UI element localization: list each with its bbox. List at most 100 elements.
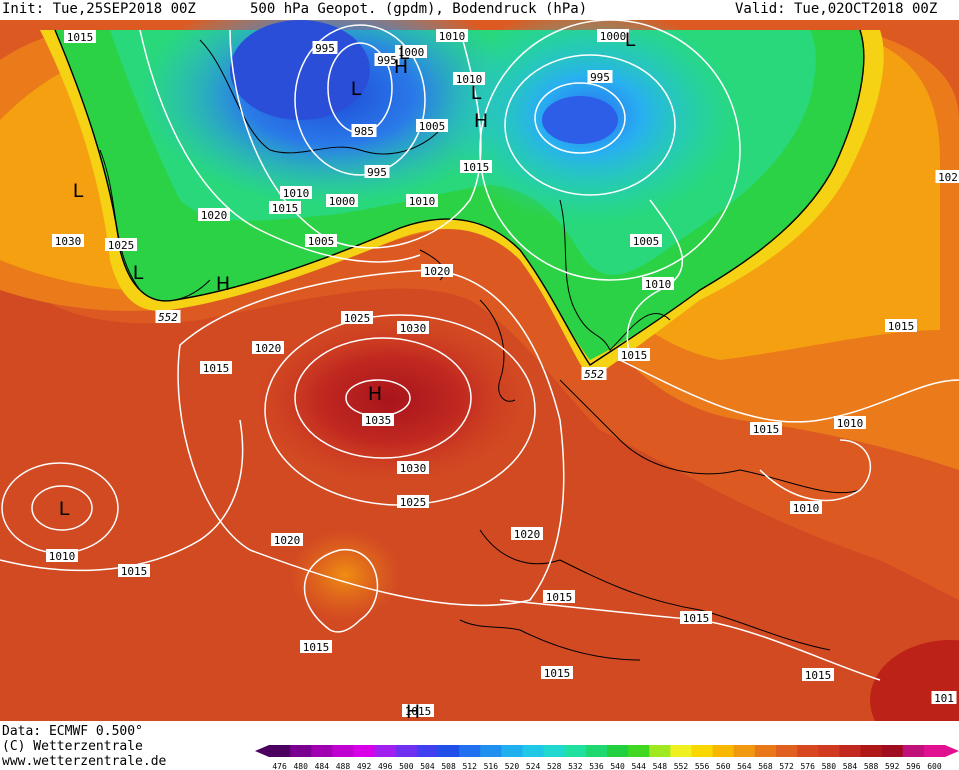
isobar-label-text: 1010 [49,550,76,563]
isobar-label-text: 1015 [121,565,148,578]
isobar-label-text: 1025 [400,496,427,509]
colorbar-tick-label: 560 [716,762,731,770]
low-pressure-marker: L [59,498,70,520]
colorbar-swatch [459,745,481,757]
isobar-label-text: 1025 [108,239,135,252]
isobar-label-text: 102 [938,171,958,184]
colorbar-tick-label: 552 [674,762,689,770]
colorbar-tick-label: 592 [885,762,900,770]
isobar-label-text: 1015 [683,612,710,625]
isobar-low-north-995 [294,24,426,176]
coast-europe-north [559,379,861,494]
isobar-label: 1010 [834,416,866,430]
isobar-label: 1005 [630,234,662,248]
isobar-label: 1015 [300,640,332,654]
colorbar-swatch [311,745,333,757]
isobar-label-text: 1010 [645,278,672,291]
isobar-label: 1010 [406,194,438,208]
isobar-1020-ridge [177,269,565,607]
isobar-label-text: 1015 [272,202,299,215]
colorbar-swatch [670,745,692,757]
isobar-label-text: 995 [590,71,610,84]
colorbar-swatch [649,745,671,757]
colorbar-tick-label: 584 [843,762,858,770]
height-label: 552 [155,310,181,324]
isobar-label-text: 1030 [55,235,82,248]
high-pressure-marker: H [216,273,230,295]
colorbar-swatch [754,745,777,757]
isobar-label: 1015 [750,422,782,436]
isobar-label: 1015 [885,319,917,333]
isobar-label-text: 995 [367,166,387,179]
height-label: 552 [581,367,607,381]
colorbar-tick-label: 572 [779,762,794,770]
colorbar-swatch [501,745,523,757]
colorbar-swatch [628,745,650,757]
colorbar-swatch [860,745,883,757]
low-pressure-marker: L [73,180,84,202]
map-header: Init: Tue,25SEP2018 00Z 500 hPa Geopot. … [0,0,959,20]
coastlines [99,39,861,661]
isobar-label: 1010 [46,549,78,563]
colorbar-tick-label: 600 [927,762,942,770]
colorbar-tick-label: 524 [526,762,541,770]
colorbar-tick-label: 480 [293,762,308,770]
isobar-label-text: 1010 [283,187,310,200]
colorbar-tick-label: 548 [653,762,668,770]
isobar-label: 1025 [397,495,429,509]
copyright: (C) Wetterzentrale [2,739,143,754]
isobar-label-text: 1010 [409,195,436,208]
colorbar-arrow-low [255,745,269,757]
isobar-label: 1015 [543,590,575,604]
colorbar-swatch [607,745,629,757]
isobar-label: 1010 [790,501,822,515]
coast-scandinavia [559,199,671,351]
isobar-label-text: 1005 [419,120,446,133]
isobar-label-text: 1035 [365,414,392,427]
colorbar-tick-label: 476 [272,762,287,770]
isobar-label: 995 [364,165,390,179]
isobar-label-text: 1015 [203,362,230,375]
low-pressure-marker: L [625,29,636,51]
isobar-label: 1005 [305,234,337,248]
warm-blob-west [290,530,400,620]
isobar-label-text: 995 [315,42,335,55]
colorbar-tick-label: 484 [315,762,330,770]
isobar-label-text: 1010 [837,417,864,430]
height-label-layer: 552 552 [155,310,607,381]
colorbar-swatch [585,745,608,757]
height-label-text: 552 [584,368,604,381]
colorbar-swatch [776,745,798,757]
isobar-label-text: 1005 [633,235,660,248]
isobar-label-text: 1010 [456,73,483,86]
isobar-label: 1015 [680,611,712,625]
colorbar-swatch [395,745,418,757]
isobar-label-text: 1015 [405,705,432,718]
coast-mediterranean [479,529,831,651]
isobar-label-text: 1015 [303,641,330,654]
colorbar-tick-label: 504 [420,762,435,770]
isobar-label-text: 985 [354,125,374,138]
colorbar-swatch [797,745,819,757]
colorbar-swatch [332,745,354,757]
low-pressure-marker: L [471,82,482,104]
isobar-label: 1000 [395,45,427,59]
isobar-label: 995 [374,53,400,67]
isobar-label: 1000 [597,29,629,43]
isobar-label: 995 [587,70,613,84]
isobar-low-east-1005 [479,20,741,281]
isobar-label: 1015 [200,361,232,375]
isobar-label-text: 1020 [201,209,228,222]
colorbar-ticks: 476 480 484 488 492 496 500 504 508 512 516 520 524 5… [272,762,942,770]
coast-britain [479,299,516,402]
coast-greenland [99,149,211,302]
isobar-label: 1000 [326,194,358,208]
colorbar-swatch [353,745,376,757]
isobar-label-text: 1020 [274,534,301,547]
isobar-label: 1015 [618,348,650,362]
isobar-low-west-inner [31,485,93,531]
colorbar-tick-label: 516 [484,762,499,770]
colorbar-swatch [923,745,946,757]
isobar-1015-blob [303,549,379,633]
